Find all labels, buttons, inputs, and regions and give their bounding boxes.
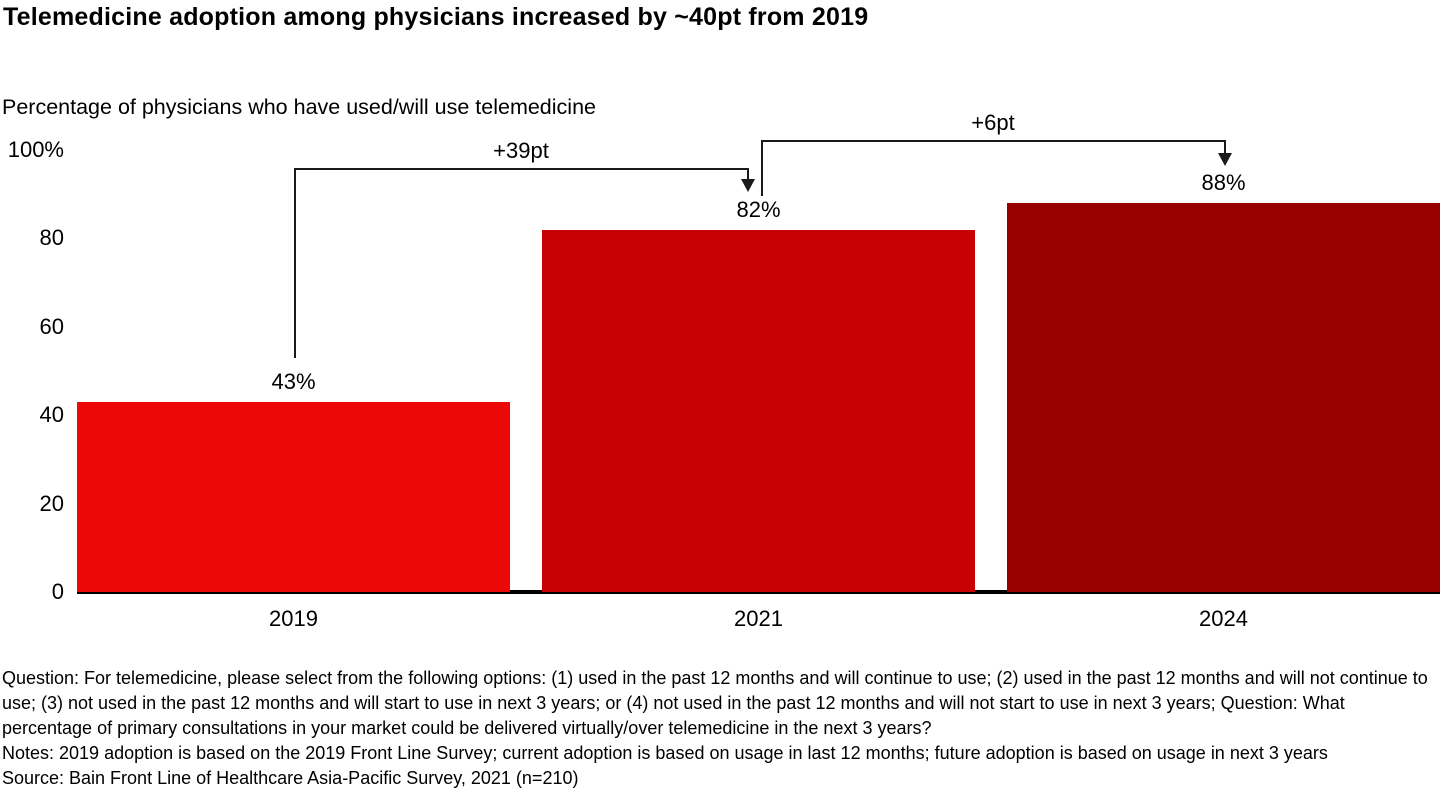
chart-title: Telemedicine adoption among physicians i… [3,3,869,31]
y-axis-label-60: 60 [39,313,64,339]
value-label-2019: 43% [271,369,316,394]
x-axis-baseline [77,590,1440,594]
x-axis-label-2021: 2021 [734,606,783,631]
chart-subtitle: Percentage of physicians who have used/w… [2,95,596,119]
bar-2019 [77,402,510,592]
bar-2021 [542,230,975,592]
annotation-label-+39pt: +39pt [493,138,549,163]
annotation-bracket-right-line [747,168,749,180]
footnote-question: Question: For telemedicine, please selec… [2,668,1428,738]
x-axis-label-2024: 2024 [1199,606,1248,631]
value-label-2021: 82% [736,197,781,222]
arrow-down-icon [1218,153,1232,166]
annotation-label-+6pt: +6pt [971,110,1015,135]
y-axis-label-40: 40 [39,402,64,428]
annotation-bracket-top-line [761,140,1226,142]
annotation-bracket-left-line [761,140,763,196]
annotation-bracket-left-line [294,168,296,358]
y-axis-label-0: 0 [51,579,64,604]
y-axis-label-100pct: 100% [7,137,64,162]
value-label-2024: 88% [1201,170,1246,195]
footnote-notes: Notes: 2019 adoption is based on the 201… [2,743,1328,763]
y-axis-label-20: 20 [39,490,64,516]
annotation-bracket-top-line [294,168,749,170]
footnotes: Question: For telemedicine, please selec… [2,666,1438,791]
footnote-source: Source: Bain Front Line of Healthcare As… [2,768,579,788]
annotation-bracket-right-line [1224,140,1226,154]
bar-2024 [1007,203,1440,592]
x-axis-label-2019: 2019 [269,606,318,631]
y-axis-label-80: 80 [39,225,64,251]
arrow-down-icon [741,179,755,192]
